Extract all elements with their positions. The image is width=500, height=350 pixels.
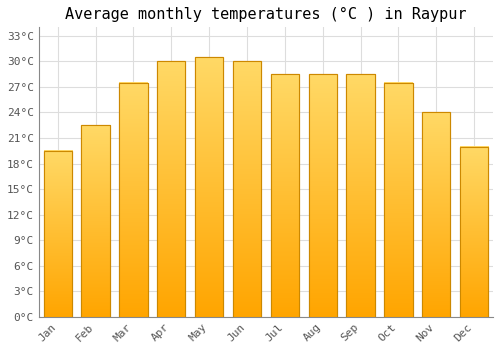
Bar [44,151,72,317]
Bar [460,147,488,317]
Bar [384,83,412,317]
Bar [346,74,375,317]
Bar [233,61,261,317]
Bar [119,83,148,317]
Bar [82,125,110,317]
Bar [157,61,186,317]
Bar [44,151,72,317]
Bar [384,83,412,317]
Bar [195,57,224,317]
Title: Average monthly temperatures (°C ) in Raypur: Average monthly temperatures (°C ) in Ra… [65,7,466,22]
Bar [119,83,148,317]
Bar [308,74,337,317]
Bar [233,61,261,317]
Bar [422,112,450,317]
Bar [346,74,375,317]
Bar [157,61,186,317]
Bar [270,74,299,317]
Bar [308,74,337,317]
Bar [195,57,224,317]
Bar [270,74,299,317]
Bar [460,147,488,317]
Bar [422,112,450,317]
Bar [82,125,110,317]
